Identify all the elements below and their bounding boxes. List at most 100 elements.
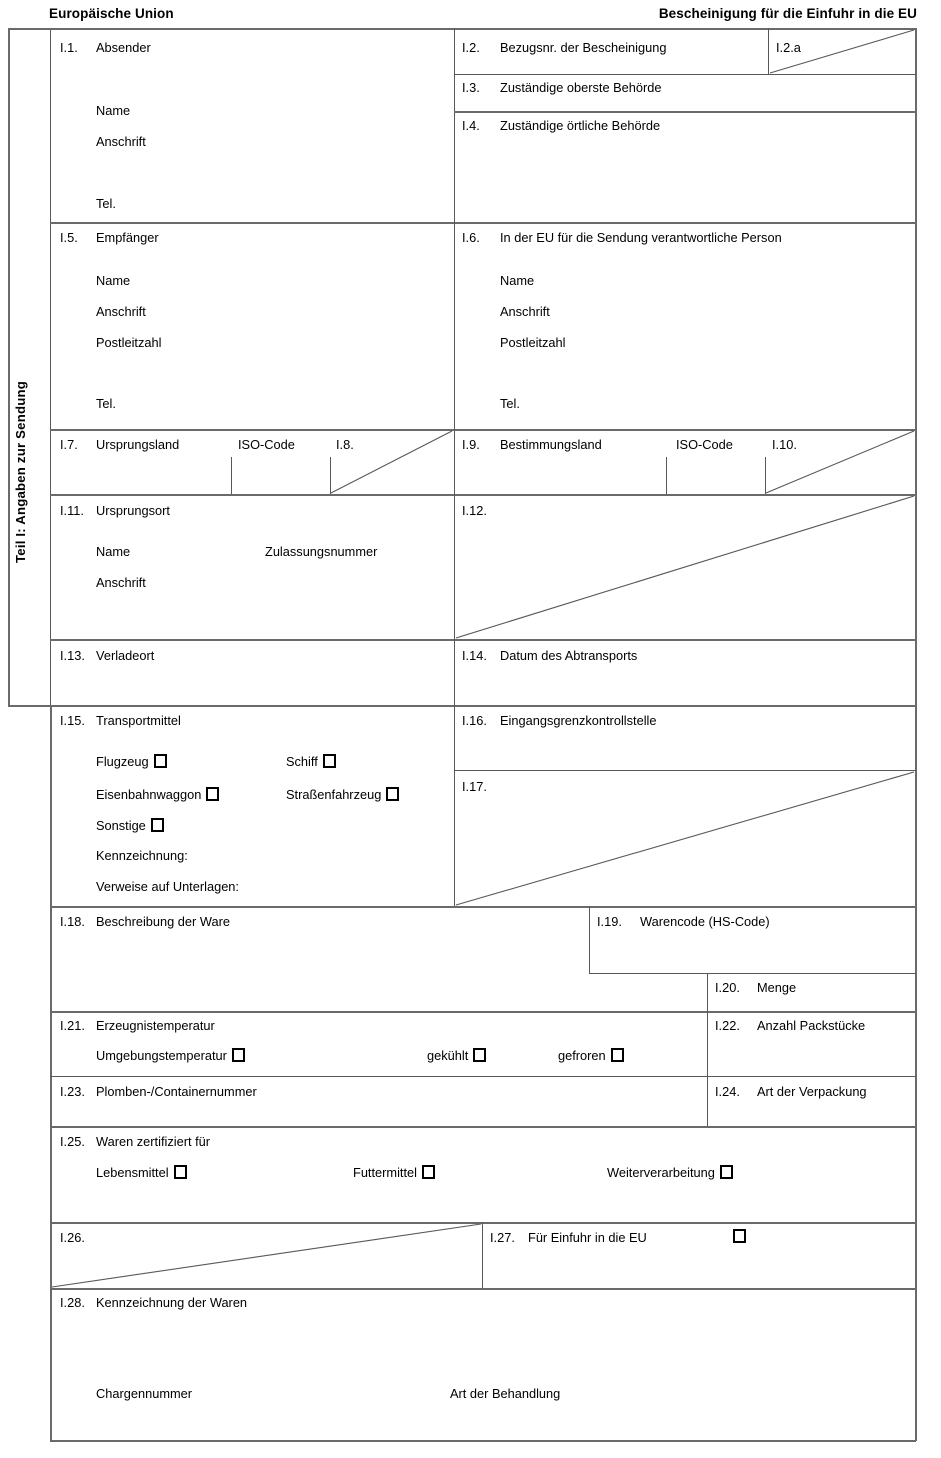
box-i26-number: I.26. (60, 1230, 85, 1245)
box-i18-label: Beschreibung der Ware (96, 914, 230, 929)
box-i6-field-postcode: Postleitzahl (500, 335, 566, 350)
box-i9-number: I.9. (462, 437, 480, 452)
box-i7-number: I.7. (60, 437, 78, 452)
checkbox-sonstige[interactable] (150, 818, 164, 832)
box-i5-field-address: Anschrift (96, 304, 146, 319)
diag-i26 (51, 1223, 482, 1288)
box-i22-label: Anzahl Packstücke (757, 1018, 866, 1033)
checkbox-label-futtermittel: Futtermittel (353, 1165, 417, 1180)
checkbox-label-umgebungstemperatur: Umgebungstemperatur (96, 1048, 227, 1063)
box-i1-number: I.1. (60, 40, 78, 55)
checkbox-gefroren[interactable] (610, 1048, 624, 1062)
checkbox-label-weiterverarbeitung: Weiterverarbeitung (607, 1165, 715, 1180)
diag-i12 (455, 495, 915, 639)
checkbox-row-gefroren[interactable]: gefroren (558, 1048, 624, 1063)
box-i1-field-name: Name (96, 103, 131, 118)
diag-i8 (330, 430, 453, 494)
box-i28-label: Kennzeichnung der Waren (96, 1295, 248, 1310)
checkbox-schiff[interactable] (322, 754, 336, 768)
box-i28-number: I.28. (60, 1295, 85, 1310)
page-title-right: Bescheinigung für die Einfuhr in die EU (658, 6, 917, 21)
diag-i10 (765, 430, 915, 494)
box-i3-number: I.3. (462, 80, 480, 95)
checkbox-umgebungstemperatur[interactable] (231, 1048, 245, 1062)
box-i25-number: I.25. (60, 1134, 85, 1149)
box-i14-number: I.14. (462, 648, 487, 663)
box-i15-label: Transportmittel (96, 713, 181, 728)
checkbox-row-futtermittel[interactable]: Futtermittel (353, 1165, 435, 1180)
checkbox-row-weiterverarbeitung[interactable]: Weiterverarbeitung (607, 1165, 733, 1180)
box-i7-iso-label: ISO-Code (238, 437, 295, 452)
box-i20-label: Menge (757, 980, 797, 995)
checkbox-label-strassenfahrzeug: Straßenfahrzeug (286, 787, 382, 802)
checkbox-fuer-einfuhr-in-die-eu[interactable] (733, 1229, 746, 1243)
box-i21-number: I.21. (60, 1018, 85, 1033)
box-i11-label: Ursprungsort (96, 503, 170, 518)
checkbox-gekuehlt[interactable] (473, 1048, 487, 1062)
checkbox-label-sonstige: Sonstige (96, 818, 146, 833)
box-i5-field-name: Name (96, 273, 131, 288)
checkbox-label-eisenbahnwaggon: Eisenbahnwaggon (96, 787, 202, 802)
box-i28-field-behandlung: Art der Behandlung (450, 1386, 561, 1401)
checkbox-row-umgebungstemperatur[interactable]: Umgebungstemperatur (96, 1048, 245, 1063)
box-i2a-number: I.2.a (776, 40, 801, 55)
checkbox-label-schiff: Schiff (286, 754, 318, 769)
checkbox-row-schiff[interactable]: Schiff (286, 754, 336, 769)
box-i15-field-kennzeichnung: Kennzeichnung: (96, 848, 188, 863)
box-i11-field-approvalno: Zulassungsnummer (265, 544, 378, 559)
checkbox-strassenfahrzeug[interactable] (386, 787, 400, 801)
checkbox-row-gekuehlt[interactable]: gekühlt (427, 1048, 487, 1063)
box-i6-label: In der EU für die Sendung verantwortlich… (500, 230, 782, 245)
checkbox-row-strassenfahrzeug[interactable]: Straßenfahrzeug (286, 787, 400, 802)
checkbox-label-gefroren: gefroren (558, 1048, 606, 1063)
box-i20-number: I.20. (715, 980, 740, 995)
checkbox-flugzeug[interactable] (153, 754, 167, 768)
checkbox-weiterverarbeitung[interactable] (719, 1165, 733, 1179)
box-i23-number: I.23. (60, 1084, 85, 1099)
box-i1-field-tel: Tel. (96, 196, 116, 211)
box-i19-number: I.19. (597, 914, 622, 929)
box-i24-label: Art der Verpackung (757, 1084, 867, 1099)
box-i1-label: Absender (96, 40, 151, 55)
box-i7-label: Ursprungsland (96, 437, 180, 452)
box-i18-number: I.18. (60, 914, 85, 929)
box-i2-number: I.2. (462, 40, 480, 55)
box-i17-number: I.17. (462, 779, 487, 794)
box-i25-label: Waren zertifiziert für (96, 1134, 211, 1149)
box-i5-field-postcode: Postleitzahl (96, 335, 162, 350)
box-i9-iso-label: ISO-Code (676, 437, 733, 452)
checkbox-futtermittel[interactable] (422, 1165, 435, 1179)
box-i23-label: Plomben-/Containernummer (96, 1084, 257, 1099)
checkbox-label-lebensmittel: Lebensmittel (96, 1165, 169, 1180)
box-i9-label: Bestimmungsland (500, 437, 602, 452)
box-i27-number: I.27. (490, 1230, 515, 1245)
checkbox-label-gekuehlt: gekühlt (427, 1048, 469, 1063)
checkbox-eisenbahnwaggon[interactable] (206, 787, 220, 801)
checkbox-label-flugzeug: Flugzeug (96, 754, 149, 769)
box-i1-field-address: Anschrift (96, 134, 146, 149)
box-i28-field-chargennummer: Chargennummer (96, 1386, 193, 1401)
diag-i17 (455, 771, 915, 906)
box-i8-number: I.8. (336, 437, 354, 452)
box-i10-number: I.10. (772, 437, 797, 452)
box-i11-number: I.11. (60, 503, 84, 518)
box-i5-field-tel: Tel. (96, 396, 116, 411)
box-i13-number: I.13. (60, 648, 85, 663)
box-i15-number: I.15. (60, 713, 85, 728)
checkbox-row-flugzeug[interactable]: Flugzeug (96, 754, 167, 769)
checkbox-lebensmittel[interactable] (173, 1165, 187, 1179)
box-i16-number: I.16. (462, 713, 487, 728)
checkbox-row-eisenbahnwaggon[interactable]: Eisenbahnwaggon (96, 787, 220, 802)
box-i4-label: Zuständige örtliche Behörde (500, 118, 661, 133)
box-i2-label: Bezugsnr. der Bescheinigung (500, 40, 667, 55)
box-i16-label: Eingangsgrenzkontrollstelle (500, 713, 657, 728)
checkbox-row-lebensmittel[interactable]: Lebensmittel (96, 1165, 187, 1180)
box-i24-number: I.24. (715, 1084, 740, 1099)
box-i13-label: Verladeort (96, 648, 155, 663)
box-i4-number: I.4. (462, 118, 480, 133)
box-i5-number: I.5. (60, 230, 78, 245)
checkbox-row-sonstige[interactable]: Sonstige (96, 818, 164, 833)
box-i6-field-tel: Tel. (500, 396, 520, 411)
box-i11-field-name: Name (96, 544, 131, 559)
